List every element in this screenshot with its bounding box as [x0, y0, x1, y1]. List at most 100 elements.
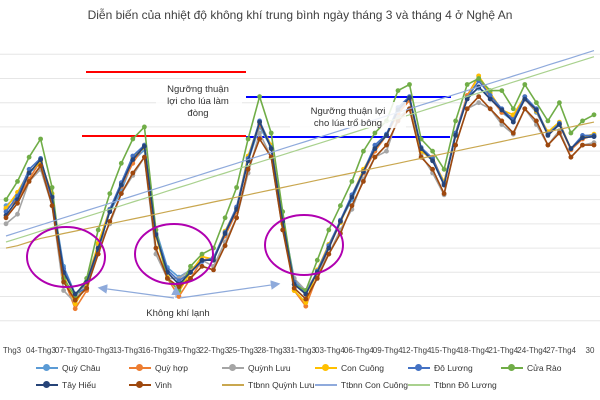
series-point: [72, 291, 78, 297]
series-point: [61, 279, 66, 285]
threshold-label-bg-blue: [290, 102, 406, 128]
series-point: [407, 82, 412, 87]
legend-swatch: [408, 363, 430, 373]
series-point: [384, 148, 389, 154]
chart-title: Diễn biến của nhiệt độ không khí trung b…: [87, 8, 513, 22]
series-point: [72, 297, 78, 303]
series-point: [545, 133, 551, 138]
series-point: [49, 194, 55, 200]
series-point: [15, 200, 20, 206]
legend-item: Con Cuông: [315, 363, 408, 373]
x-tick-label: 24-Thg4: [517, 346, 547, 355]
series-point: [130, 136, 136, 142]
legend-row: Tây Hiếu Vinh Ttbnn Quỳnh Lưu Ttbnn Con Cuô…: [36, 376, 596, 393]
series-point: [591, 142, 597, 148]
series-point: [188, 269, 193, 275]
series-line: [5, 121, 595, 249]
legend-label: Quỳ Châu: [62, 362, 101, 373]
series-point: [384, 133, 389, 138]
series-point: [188, 263, 193, 269]
x-tick-label: 13-Thg3: [113, 346, 143, 355]
series-point: [314, 276, 320, 281]
series-point: [349, 194, 355, 200]
series-point: [3, 197, 9, 203]
series-point: [476, 94, 482, 99]
legend-swatch: [222, 363, 244, 373]
series-point: [280, 227, 286, 233]
series-point: [257, 130, 262, 136]
series-point: [430, 148, 435, 154]
series-point: [476, 76, 482, 81]
series-point: [557, 130, 562, 136]
threshold-label-blue: cho lúa trổ bông: [314, 118, 382, 129]
series-point: [142, 154, 147, 160]
series-point: [487, 106, 493, 112]
x-tick-label: 28-Thg3: [257, 346, 287, 355]
series-point: [268, 146, 274, 152]
series-point: [372, 154, 378, 160]
series-point: [188, 276, 193, 281]
legend-label: Quỳ hợp: [155, 362, 188, 373]
legend-label: Quỳnh Lưu: [248, 362, 291, 373]
series-point: [534, 118, 539, 124]
series-point: [534, 107, 539, 113]
series-point: [591, 112, 597, 118]
series-point: [568, 130, 574, 136]
series-point: [84, 285, 90, 291]
x-tick-label: 09-Thg4: [373, 346, 403, 355]
series-point: [222, 231, 228, 236]
cold-air-ellipse: [26, 226, 106, 288]
series-point: [534, 100, 539, 106]
series-point: [361, 148, 366, 154]
legend-label: Tây Hiếu: [62, 379, 97, 390]
x-tick-label: 12-Thg4: [402, 346, 432, 355]
series-point: [199, 251, 205, 257]
series-point: [522, 82, 528, 87]
series-point: [107, 219, 113, 224]
series-point: [522, 96, 528, 102]
series-point: [372, 130, 378, 136]
legend-label: Con Cuông: [341, 362, 385, 373]
legend-label: Ttbnn Đô Lương: [434, 379, 497, 390]
series-point: [176, 284, 182, 290]
series-point: [268, 130, 274, 136]
series-point: [234, 185, 240, 190]
series-point: [245, 166, 251, 172]
x-tick-label: 31-Thg3: [286, 346, 316, 355]
legend-item: Ttbnn Quỳnh Lưu: [222, 380, 315, 390]
series-point: [38, 157, 43, 163]
legend-swatch: [129, 363, 151, 373]
series-point: [510, 119, 516, 125]
legend-item: Ttbnn Đô Lương: [408, 380, 501, 390]
series-point: [326, 227, 332, 233]
x-tick-label: 21-Thg4: [488, 346, 518, 355]
series-point: [118, 182, 124, 188]
series-point: [499, 118, 505, 124]
legend-swatch: [36, 363, 58, 373]
legend-label: Cửa Rào: [527, 362, 562, 373]
x-tick-label: 22-Thg3: [199, 346, 229, 355]
x-tick-label: 27-Thg4: [546, 346, 576, 355]
x-tick-label: 06-Thg4: [344, 346, 374, 355]
series-point: [95, 251, 101, 257]
x-tick-label: 15-Thg4: [431, 346, 461, 355]
series-point: [165, 276, 170, 281]
series-point: [349, 179, 355, 184]
series-point: [499, 88, 505, 93]
series-point: [257, 119, 262, 125]
series-point: [199, 263, 205, 269]
series-point: [430, 166, 435, 172]
series-point: [26, 170, 32, 176]
series-point: [26, 179, 32, 184]
series-point: [130, 157, 136, 163]
series-line: [5, 50, 595, 237]
series-point: [568, 146, 574, 152]
series-point: [49, 203, 55, 209]
series-point: [38, 136, 43, 142]
series-point: [3, 215, 9, 221]
series-lines: [3, 50, 597, 312]
series-point: [118, 160, 124, 166]
x-tick-label: 10-Thg3: [84, 346, 114, 355]
series-point: [557, 100, 562, 106]
